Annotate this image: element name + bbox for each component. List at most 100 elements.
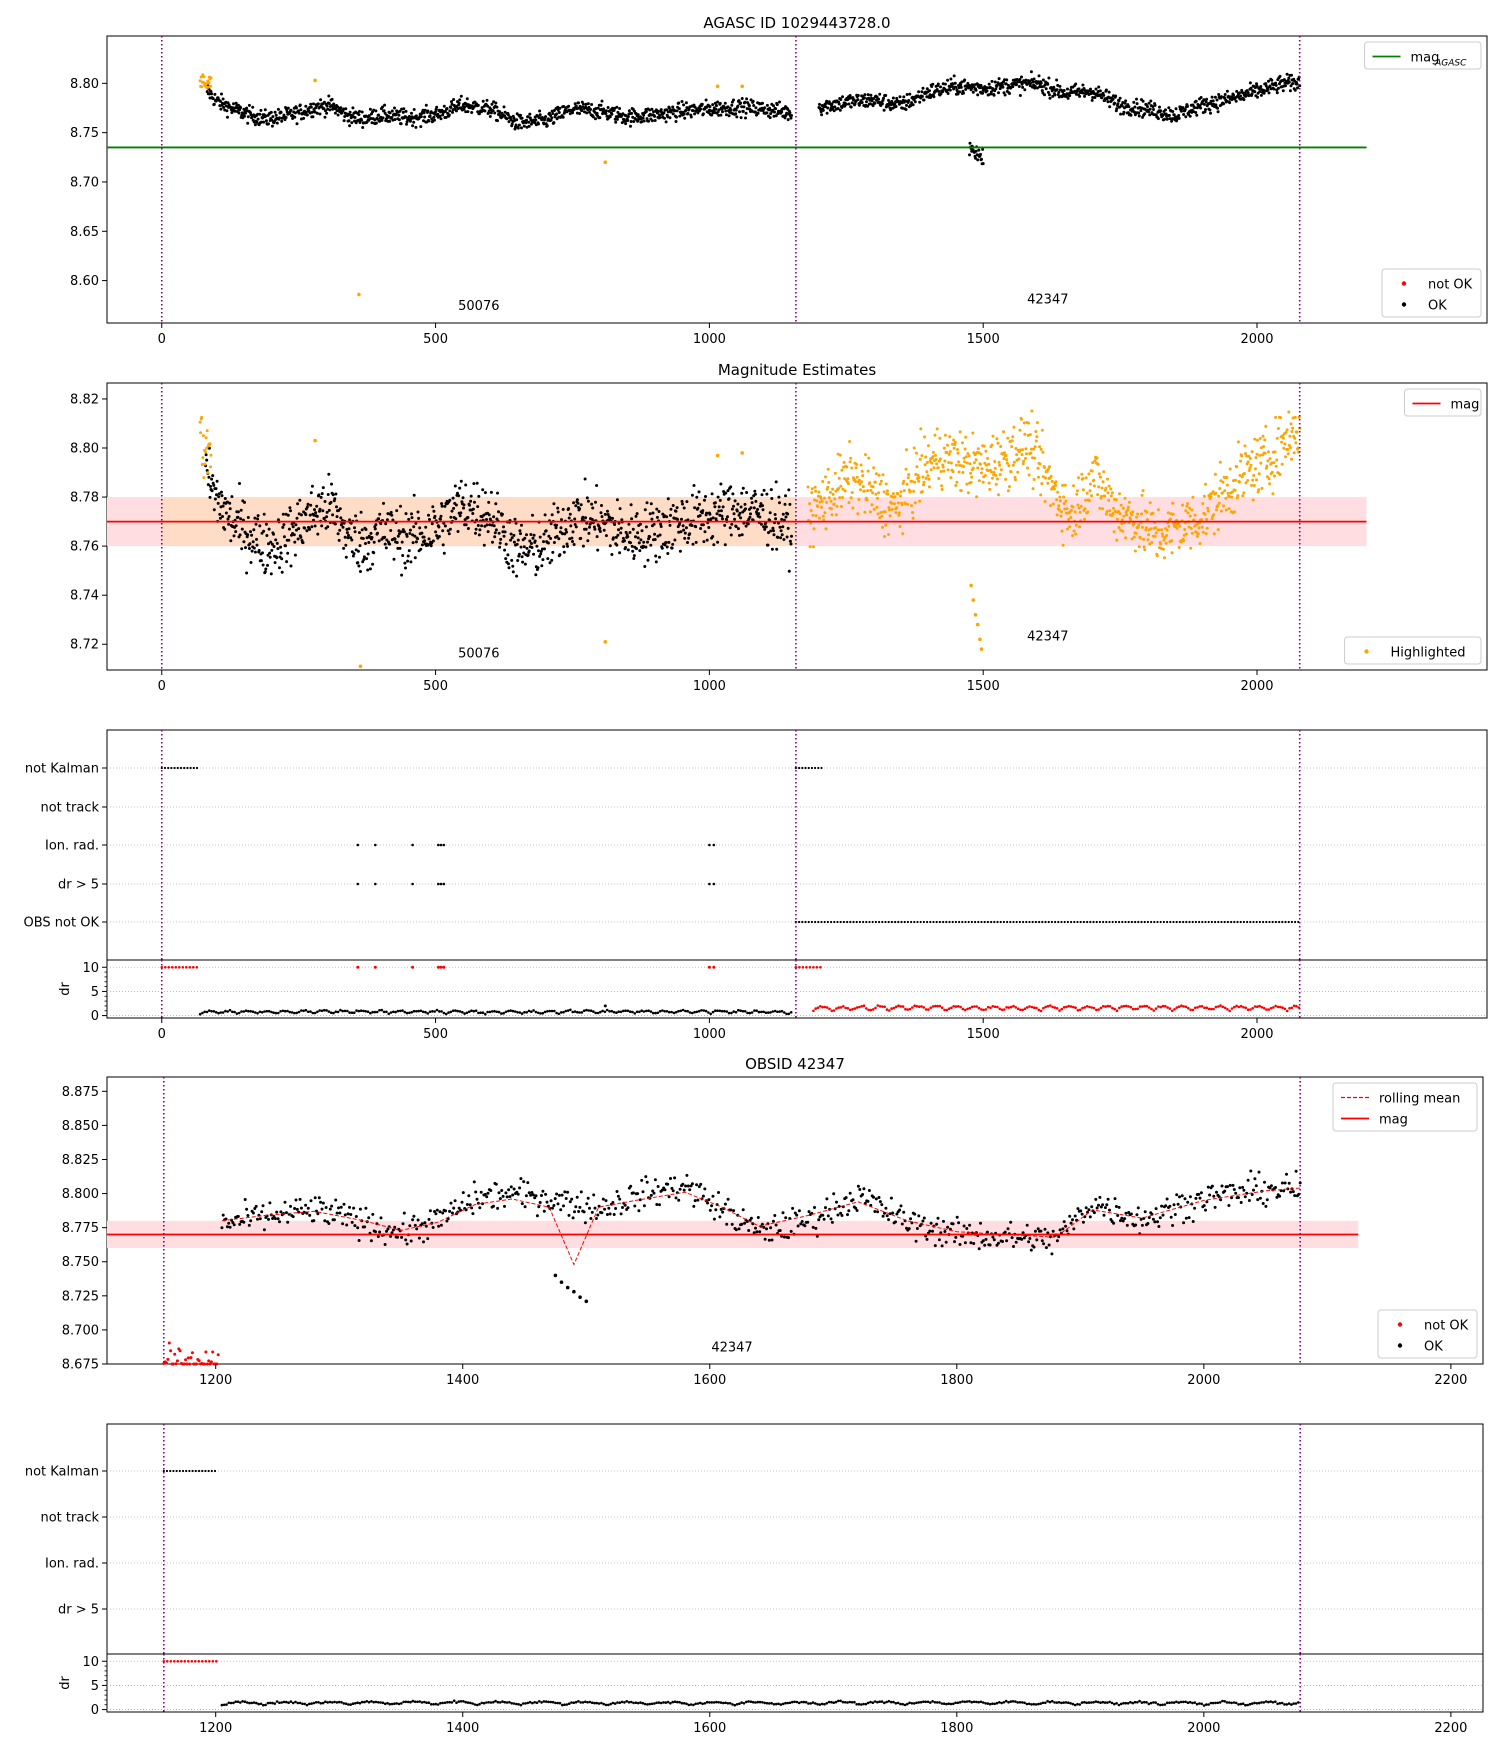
p1-ok-point <box>1057 90 1061 94</box>
p3dr-ok-point <box>700 1009 703 1012</box>
p4-ok-point <box>400 1235 404 1239</box>
p3dr-ok-point <box>691 1011 694 1015</box>
p2-highlighted-point <box>1252 484 1256 487</box>
p3dr-not-ok-point <box>1164 1004 1167 1008</box>
p1-ok-point <box>304 110 308 114</box>
p2-highlighted-point <box>1106 491 1110 495</box>
p3dr-ok-point <box>270 1010 273 1014</box>
p1-ok-point <box>604 109 608 113</box>
p1-ok-point <box>931 82 935 86</box>
p2-highlighted-point <box>992 471 996 474</box>
p1-ok-point <box>1216 106 1220 110</box>
p2-highlighted-point <box>1244 452 1247 456</box>
p2-highlighted-point <box>1055 498 1059 502</box>
p2-highlighted-point <box>913 480 917 484</box>
p2-ok-point <box>431 539 435 543</box>
p2-ok-point <box>638 549 642 553</box>
p1-ok-point <box>668 116 672 120</box>
p4-ok-point <box>267 1217 270 1221</box>
p3-flag-point <box>1137 920 1140 924</box>
p2-ok-point <box>320 492 324 496</box>
p2-highlighted-point <box>810 487 814 491</box>
p3-flag-point <box>1210 920 1213 924</box>
p1-ok-point <box>419 115 423 119</box>
p2-highlighted-point <box>957 470 961 474</box>
p1-dip-point <box>979 152 982 156</box>
p3dr-not-ok-point <box>993 1005 997 1009</box>
p2-ok-point <box>522 545 526 549</box>
p2-ok-point <box>410 516 414 520</box>
p2-ok-point <box>586 539 590 543</box>
p3dr-ok-point <box>661 1009 664 1012</box>
p1-ok-point <box>1040 89 1044 93</box>
p1-ok-point <box>1291 82 1295 86</box>
p2-ok-point <box>437 525 441 529</box>
p3dr-ok-point <box>224 1009 227 1013</box>
p1-highlighted-point <box>202 75 206 79</box>
p2-highlighted-point <box>1253 437 1257 441</box>
p4-frame <box>106 1076 1484 1365</box>
p2-ok-point <box>253 550 257 554</box>
p2-ok-point <box>208 495 212 499</box>
p2-xtick-label: 500 <box>423 679 448 694</box>
p2-highlighted-point <box>858 482 862 486</box>
p2-ok-point <box>645 501 649 505</box>
p2-ok-point <box>261 563 265 567</box>
p3dr-not-ok-point <box>1228 1009 1231 1013</box>
p2-highlighted-point <box>1022 459 1026 463</box>
p1-ok-point <box>549 118 553 122</box>
p3dr-clipped-point <box>707 965 711 969</box>
p3dr-not-ok-point <box>828 1007 831 1011</box>
p2-ok-point <box>627 522 631 526</box>
p3dr-ok-point <box>477 1011 480 1015</box>
p2-highlighted-point <box>1189 526 1193 530</box>
p2-ok-point <box>740 533 744 537</box>
p2-ok-point <box>726 515 729 519</box>
p2-highlighted-point <box>1280 440 1284 444</box>
p1-ok-point <box>422 111 426 115</box>
p1-ok-point <box>1108 105 1112 109</box>
p2-ok-point <box>269 540 273 544</box>
p1-ok-point <box>950 85 954 88</box>
p2-ok-point <box>478 528 482 532</box>
p3dr-not-ok-point <box>821 1005 824 1009</box>
p3dr-not-ok-point <box>1242 1006 1245 1009</box>
p3dr-ok-point <box>737 1008 740 1012</box>
p1-ok-point <box>1133 105 1137 109</box>
p2-ok-point <box>525 546 529 550</box>
p2-highlighted-point <box>947 452 951 456</box>
p1-ok-point <box>713 101 717 105</box>
p2-ok-point <box>347 527 351 531</box>
p1-ok-point <box>1168 117 1172 121</box>
p2-highlighted-point <box>1215 508 1218 512</box>
p1-ok-point <box>997 77 1001 81</box>
p1-ok-point <box>736 104 740 108</box>
p1-ok-point <box>723 101 727 105</box>
p3dr-not-ok-point <box>1035 1006 1038 1010</box>
p4-ok-point <box>256 1217 259 1221</box>
p2-ok-point <box>648 512 652 516</box>
p2-highlighted-point <box>922 480 926 484</box>
p1-ok-point <box>348 124 352 128</box>
p2-ok-point <box>252 528 256 532</box>
p3-flag-point <box>951 920 954 924</box>
p2-ok-point <box>462 503 466 507</box>
p2-ok-point <box>646 540 649 544</box>
p3-flag-point <box>1198 920 1201 924</box>
p2-ok-point <box>690 493 694 497</box>
p2-ok-point <box>581 544 585 548</box>
p4-ok-point <box>273 1217 277 1221</box>
p2-ok-point <box>449 515 453 519</box>
p2-ok-point <box>431 505 435 509</box>
p3dr-ok-point <box>440 1010 443 1013</box>
p3dr-ok-point <box>214 1011 218 1014</box>
p2-ok-point <box>346 536 350 540</box>
p1-ok-point <box>749 98 753 102</box>
p2-ok-point <box>310 484 314 488</box>
p3dr-not-ok-point <box>1101 1005 1105 1008</box>
p3dr-ok-point <box>674 1010 678 1014</box>
p2-highlighted-point <box>1100 486 1104 490</box>
p2-highlighted-point <box>1080 472 1084 476</box>
p2-highlighted-point <box>908 489 912 493</box>
